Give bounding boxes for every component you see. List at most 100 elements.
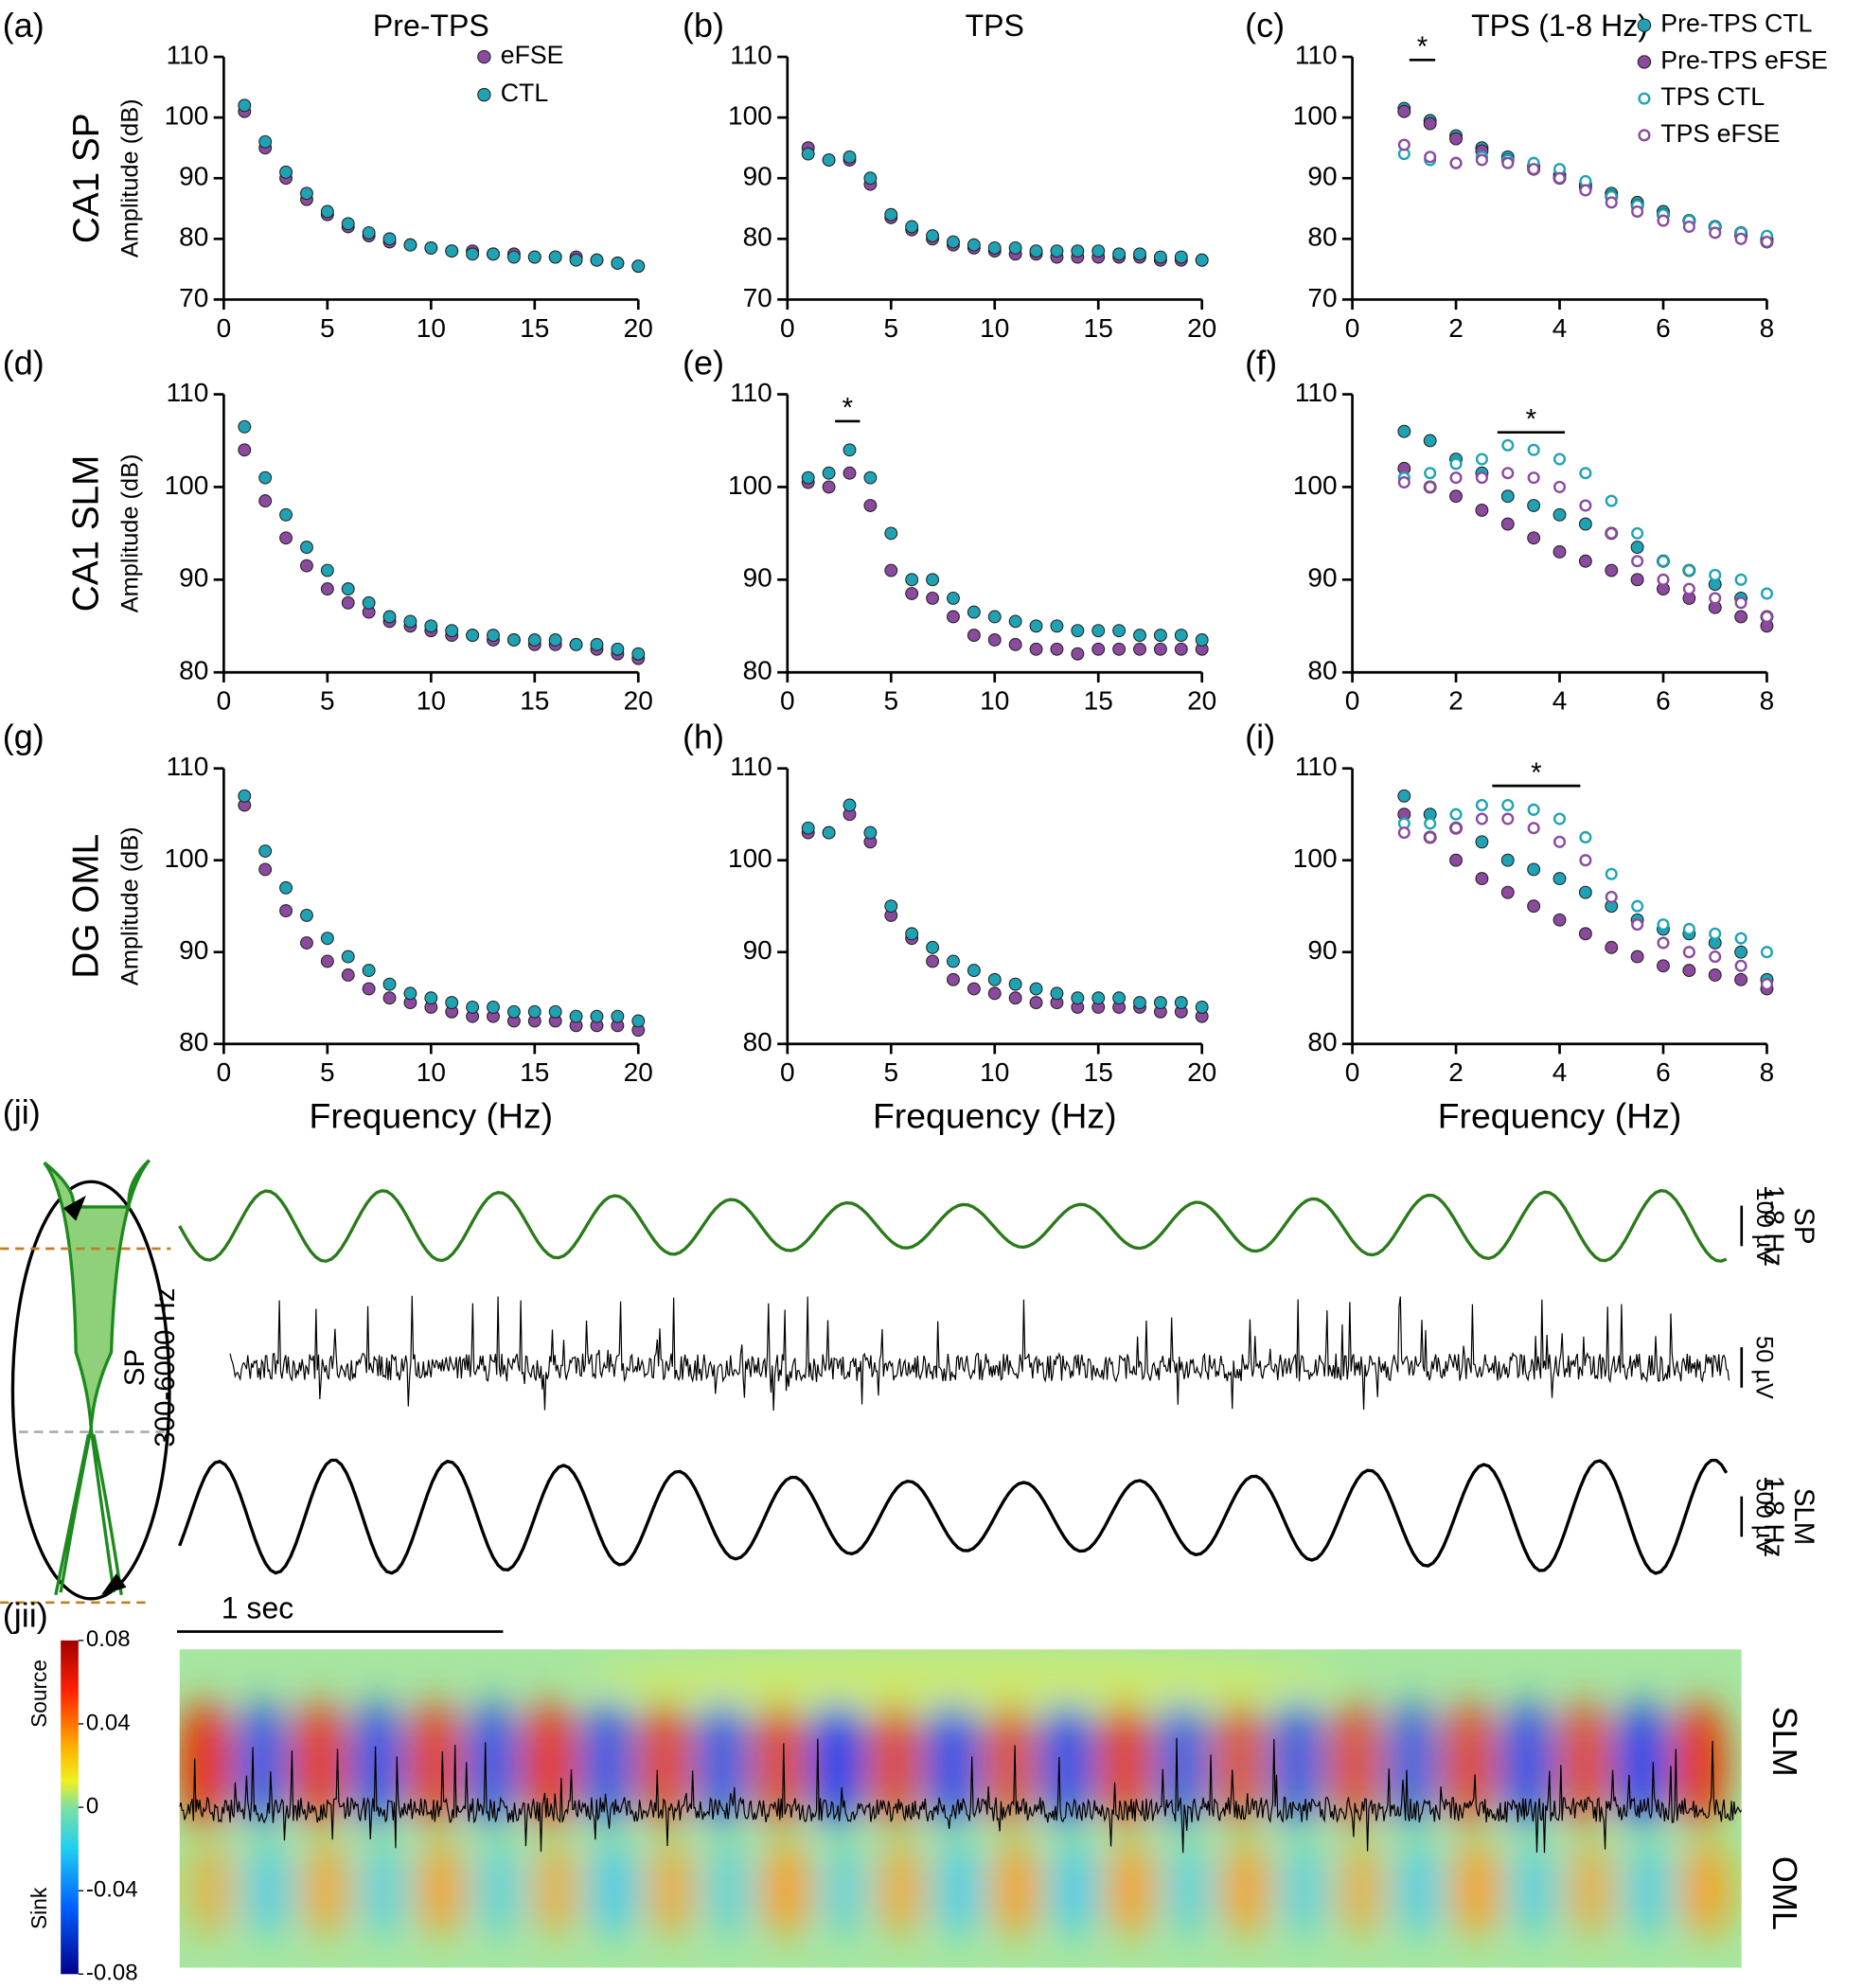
data-point [1605,890,1618,904]
data-point [1657,959,1670,973]
x-tick-label: 5 [883,313,898,343]
data-point [1112,624,1127,638]
x-tick-label: 2 [1448,686,1464,716]
x-axis-label: Frequency (Hz) [1438,1095,1682,1135]
significance-star: * [843,393,853,424]
column-title: TPS [966,9,1024,43]
panel-label: (ji) [3,1092,41,1131]
x-tick-label: 20 [1187,686,1216,716]
data-point [1709,568,1722,581]
layer-label: OML [1765,1856,1804,1930]
column-title: TPS (1-8 Hz) [1471,9,1648,43]
data-point [569,637,583,651]
data-point [1008,637,1022,651]
csd-blob [349,1699,405,1827]
csd-blob [1326,1699,1383,1827]
panel-label: (c) [1245,6,1285,44]
data-point [279,507,293,522]
scale-label: 500 µV [1751,1479,1778,1555]
data-point [1734,232,1748,245]
data-point [1552,913,1567,927]
colorbar-tick-label: 0 [86,1793,98,1819]
neuron-schematic [0,1159,171,1605]
data-point [926,229,940,243]
data-point [1397,789,1411,803]
data-point [1091,991,1106,1005]
data-point [569,253,583,267]
data-point [884,563,898,577]
data-point [1734,932,1748,945]
data-point [382,991,397,1005]
data-point [1424,480,1437,493]
data-point [258,494,273,508]
x-tick-label: 20 [1187,1057,1216,1087]
y-tick-label: 100 [165,470,209,500]
y-tick-label: 80 [1307,222,1337,252]
data-point [967,238,981,252]
y-tick-label: 90 [1307,563,1337,593]
colorbar [61,1640,79,1975]
data-point [1579,854,1592,867]
data-point [300,936,313,950]
data-point [1029,982,1043,996]
y-tick-label: 90 [1307,162,1337,191]
csd-blob [990,1841,1042,1938]
y-tick-label: 80 [743,656,772,685]
x-tick-label: 15 [520,686,549,716]
data-point [341,582,355,596]
data-point [1397,475,1411,489]
column-title: Pre-TPS [373,9,489,43]
legend-marker [477,87,491,102]
data-point [487,629,500,643]
y-tick-label: 90 [743,935,772,965]
csd-blob [186,1841,237,1938]
y-tick-label: 110 [1295,378,1338,407]
data-point [967,605,981,619]
data-point [1682,564,1695,577]
panel-label: (e) [683,343,724,382]
data-point [1423,116,1437,131]
y-axis-label: Amplitude (dB) [117,98,144,257]
data-point [1449,822,1463,835]
data-point [403,614,417,629]
data-point [1091,624,1106,638]
data-point [1008,614,1022,629]
data-point [1449,132,1463,146]
data-point [300,559,313,573]
csd-blob [1154,1699,1211,1827]
data-point [1029,619,1043,633]
x-tick-label: 4 [1552,686,1568,716]
data-point [1605,563,1619,577]
data-point [1579,830,1592,843]
data-point [1605,494,1618,507]
x-tick-label: 15 [1084,313,1113,343]
y-tick-label: 100 [165,101,209,131]
data-point [926,940,940,954]
significance-star: * [1531,757,1541,789]
data-point [1760,587,1773,600]
data-point [445,996,459,1010]
data-point [1397,104,1411,118]
data-point [1112,642,1127,656]
data-point [1397,424,1411,438]
x-tick-label: 8 [1760,1057,1775,1087]
csd-blob [473,1841,524,1938]
x-tick-label: 0 [1345,1057,1360,1087]
y-tick-label: 90 [1307,935,1337,965]
data-point [884,899,898,914]
colorbar-tick-label: -0.04 [86,1877,138,1903]
csd-blob [1162,1841,1215,1938]
data-point [1657,573,1670,586]
csd-map [179,1649,1742,1968]
data-point [300,186,313,201]
data-point [1153,250,1167,264]
data-point [1682,582,1695,595]
data-point [1657,214,1670,227]
data-point [1734,610,1748,624]
significance-star: * [1417,31,1428,62]
data-point [279,880,293,895]
data-point [987,986,1002,1001]
data-point [1682,220,1695,234]
data-point [1657,918,1670,932]
